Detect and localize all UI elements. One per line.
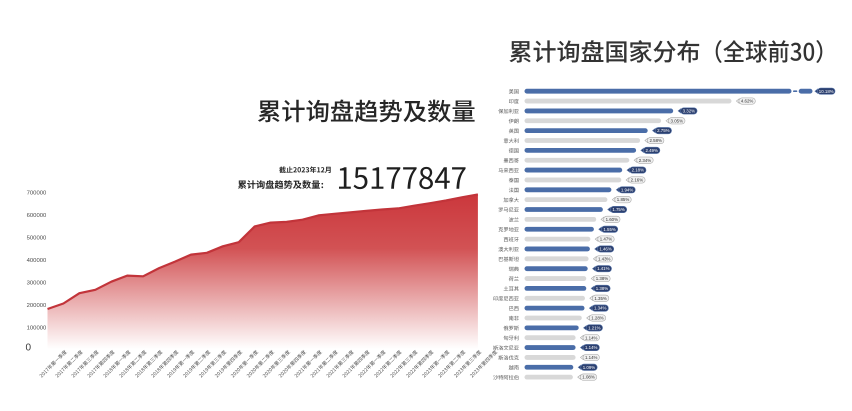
svg-text:200000: 200000 <box>27 303 47 309</box>
svg-text:2.58%: 2.58% <box>649 138 662 143</box>
svg-text:3.05%: 3.05% <box>671 118 684 123</box>
svg-text:300000: 300000 <box>27 281 47 287</box>
svg-text:1.38%: 1.38% <box>596 286 609 291</box>
svg-text:4.62%: 4.62% <box>741 99 754 104</box>
svg-text:10.18%: 10.18% <box>819 89 834 94</box>
svg-text:1.28%: 1.28% <box>591 316 604 321</box>
svg-text:1.85%: 1.85% <box>617 197 630 202</box>
svg-text:1.43%: 1.43% <box>598 256 611 261</box>
svg-text:1.08%: 1.08% <box>582 375 595 380</box>
svg-text:2.18%: 2.18% <box>632 168 645 173</box>
svg-text:3.32%: 3.32% <box>683 108 696 113</box>
svg-text:2.34%: 2.34% <box>639 158 652 163</box>
svg-text:1.41%: 1.41% <box>597 266 610 271</box>
svg-text:1.46%: 1.46% <box>599 247 612 252</box>
svg-text:0: 0 <box>26 342 32 353</box>
svg-text:2.49%: 2.49% <box>645 148 658 153</box>
svg-text:1.14%: 1.14% <box>585 335 598 340</box>
svg-text:1.09%: 1.09% <box>583 365 596 370</box>
svg-text:1.21%: 1.21% <box>588 325 601 330</box>
svg-text:2.75%: 2.75% <box>657 128 670 133</box>
svg-text:700000: 700000 <box>27 190 47 196</box>
svg-text:2.16%: 2.16% <box>631 177 644 182</box>
svg-text:1.38%: 1.38% <box>596 276 609 281</box>
svg-text:100000: 100000 <box>27 326 47 332</box>
svg-text:1.35%: 1.35% <box>594 296 607 301</box>
svg-text:1.75%: 1.75% <box>612 207 625 212</box>
svg-text:1.14%: 1.14% <box>585 345 598 350</box>
svg-text:500000: 500000 <box>27 235 47 241</box>
svg-text:600000: 600000 <box>27 213 47 219</box>
svg-text:1.94%: 1.94% <box>621 187 634 192</box>
svg-text:1.55%: 1.55% <box>603 227 616 232</box>
svg-text:1.47%: 1.47% <box>600 237 613 242</box>
svg-text:400000: 400000 <box>27 258 47 264</box>
svg-text:1.60%: 1.60% <box>606 217 619 222</box>
svg-text:1.14%: 1.14% <box>585 355 598 360</box>
svg-text:1.34%: 1.34% <box>594 306 607 311</box>
